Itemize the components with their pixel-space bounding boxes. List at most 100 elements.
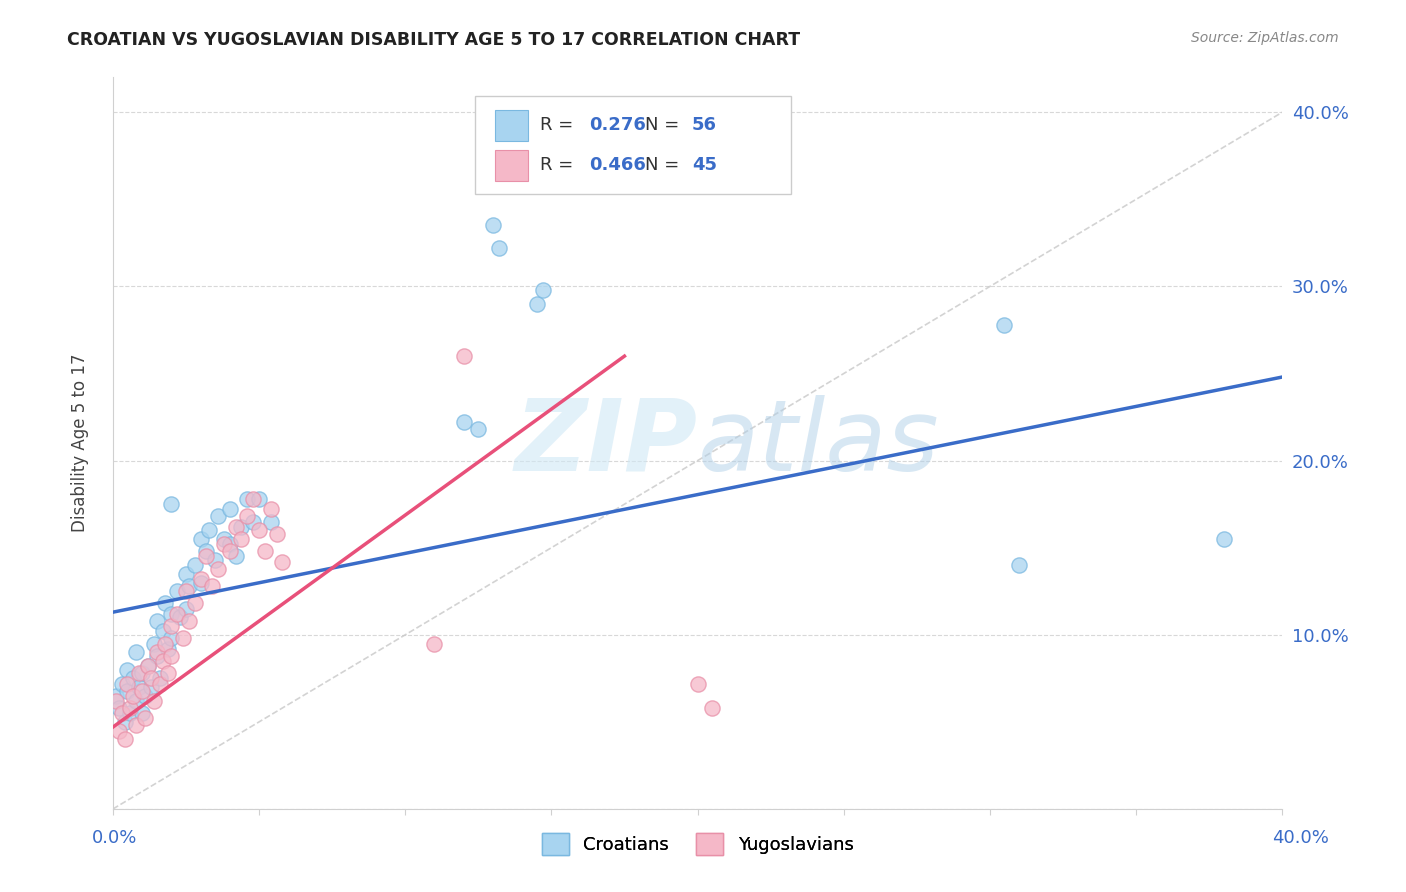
Point (149, 672, 172, 686)
Point (1008, 558, 1031, 573)
Point (266, 526, 288, 541)
Point (122, 672, 145, 686)
Point (160, 497, 183, 511)
Point (177, 614, 200, 628)
Point (453, 349, 475, 363)
Text: CROATIAN VS YUGOSLAVIAN DISABILITY AGE 5 TO 17 CORRELATION CHART: CROATIAN VS YUGOSLAVIAN DISABILITY AGE 5… (67, 31, 800, 49)
Point (218, 544, 240, 558)
Text: N =: N = (645, 156, 679, 174)
Point (260, 502, 283, 516)
Point (107, 701, 129, 715)
Point (174, 566, 197, 581)
Point (260, 515, 283, 529)
Point (236, 509, 259, 524)
Legend: Croatians, Yugoslavians: Croatians, Yugoslavians (534, 826, 860, 863)
Point (526, 297, 548, 311)
Point (145, 648, 167, 663)
Point (145, 614, 167, 628)
Point (160, 619, 183, 633)
Point (134, 711, 156, 725)
Point (125, 694, 148, 708)
Point (157, 641, 180, 656)
Point (242, 515, 264, 529)
Text: N =: N = (645, 116, 679, 134)
Point (201, 579, 224, 593)
Point (131, 683, 153, 698)
Point (145, 645, 167, 659)
Point (155, 597, 177, 611)
Point (236, 491, 259, 506)
Point (177, 579, 200, 593)
Point (122, 689, 145, 703)
Point (128, 680, 150, 694)
Point (160, 648, 183, 663)
Point (166, 584, 188, 599)
Point (423, 636, 446, 650)
FancyBboxPatch shape (495, 150, 529, 180)
Point (453, 415, 475, 429)
Point (231, 520, 253, 534)
Point (531, 283, 554, 297)
Point (107, 723, 129, 738)
Point (152, 654, 174, 668)
Point (157, 666, 180, 681)
Point (183, 597, 205, 611)
Point (482, 219, 505, 233)
Point (131, 706, 153, 721)
FancyBboxPatch shape (475, 95, 792, 194)
Point (174, 584, 197, 599)
Point (702, 701, 724, 715)
Point (195, 549, 218, 564)
Text: 56: 56 (692, 116, 717, 134)
Text: R =: R = (540, 116, 572, 134)
Point (195, 544, 218, 558)
Text: 40.0%: 40.0% (1272, 829, 1329, 847)
Point (125, 718, 148, 732)
Point (125, 645, 148, 659)
Point (136, 659, 159, 673)
Point (152, 624, 174, 639)
Point (139, 672, 162, 686)
Point (104, 694, 127, 708)
Text: ZIP: ZIP (515, 395, 697, 491)
Text: Source: ZipAtlas.com: Source: ZipAtlas.com (1191, 31, 1339, 45)
Point (190, 575, 212, 590)
Text: 0.466: 0.466 (589, 156, 645, 174)
Point (174, 601, 197, 615)
Point (142, 636, 165, 650)
Point (166, 607, 188, 621)
Point (1212, 532, 1234, 546)
Point (114, 714, 136, 729)
Point (204, 553, 226, 567)
Point (686, 676, 709, 690)
Point (136, 659, 159, 673)
Point (207, 561, 229, 575)
Point (160, 607, 183, 621)
Point (131, 666, 153, 681)
Point (128, 666, 150, 681)
Text: 0.276: 0.276 (589, 116, 645, 134)
Text: 45: 45 (692, 156, 717, 174)
Point (111, 706, 134, 721)
Y-axis label: Disability Age 5 to 17: Disability Age 5 to 17 (72, 354, 89, 533)
Point (467, 422, 489, 436)
Point (218, 537, 240, 551)
Point (160, 632, 183, 646)
Point (190, 532, 212, 546)
Point (225, 520, 247, 534)
Point (212, 532, 235, 546)
Point (139, 680, 162, 694)
Point (271, 555, 294, 569)
Point (247, 524, 270, 538)
Point (218, 502, 240, 516)
Point (183, 558, 205, 573)
Point (993, 318, 1015, 332)
FancyBboxPatch shape (495, 111, 529, 141)
Point (172, 632, 194, 646)
Text: 0.0%: 0.0% (91, 829, 136, 847)
Point (104, 689, 127, 703)
Point (488, 241, 510, 255)
Point (253, 544, 276, 558)
Point (149, 676, 172, 690)
Point (198, 524, 221, 538)
